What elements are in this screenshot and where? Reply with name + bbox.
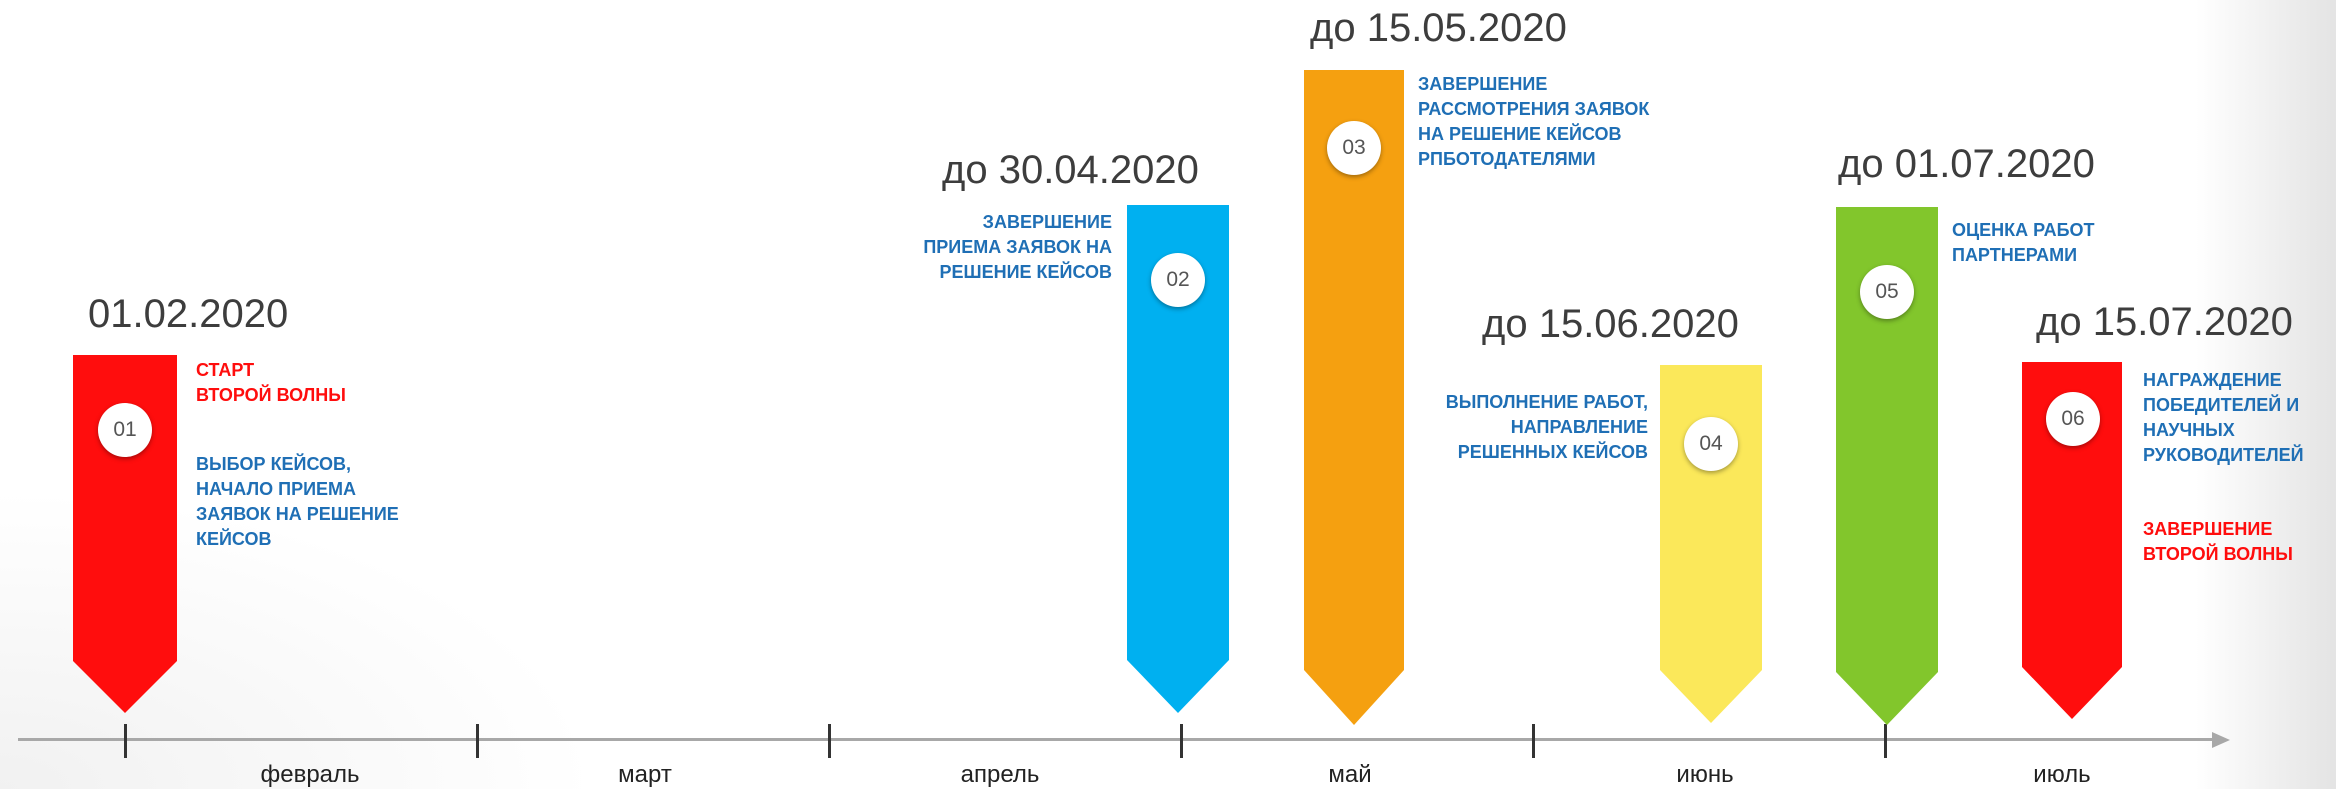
milestone-01-description: ВЫБОР КЕЙСОВ, НАЧАЛО ПРИЕМА ЗАЯВОК НА РЕ… bbox=[196, 454, 399, 549]
milestone-06-title: ЗАВЕРШЕНИЕ ВТОРОЙ ВОЛНЫ bbox=[2143, 519, 2293, 564]
milestone-05-arrow bbox=[1836, 207, 1938, 725]
milestone-03-arrow bbox=[1304, 70, 1404, 725]
month-label-april: апрель bbox=[960, 761, 1040, 788]
axis-tick bbox=[828, 724, 831, 758]
month-label-march: март bbox=[618, 761, 672, 788]
month-label-february: февраль bbox=[260, 761, 360, 788]
milestone-02-date: до 30.04.2020 bbox=[942, 148, 1199, 192]
milestone-03-description: ЗАВЕРШЕНИЕ РАССМОТРЕНИЯ ЗАЯВОК НА РЕШЕНИ… bbox=[1418, 74, 1650, 169]
axis-tick bbox=[476, 724, 479, 758]
milestone-06-arrow bbox=[2022, 362, 2122, 719]
timeline-arrow-icon bbox=[2212, 732, 2230, 748]
month-label-may: май bbox=[1328, 761, 1372, 788]
axis-tick bbox=[1532, 724, 1535, 758]
axis-tick bbox=[1180, 724, 1183, 758]
milestone-05-marker bbox=[1836, 207, 1938, 725]
milestone-04-description: ВЫПОЛНЕНИЕ РАБОТ, НАПРАВЛЕНИЕ РЕШЕННЫХ К… bbox=[1445, 392, 1648, 462]
milestone-04-badge: 04 bbox=[1684, 417, 1738, 471]
month-label-july: июль bbox=[2033, 761, 2091, 788]
milestone-01-arrow bbox=[73, 355, 177, 713]
milestone-02-marker bbox=[1127, 205, 1229, 713]
milestone-03-badge: 03 bbox=[1327, 121, 1381, 175]
milestone-03-marker bbox=[1304, 70, 1404, 725]
axis-tick bbox=[124, 724, 127, 758]
milestone-05-description: ОЦЕНКА РАБОТ ПАРТНЕРАМИ bbox=[1952, 220, 2095, 265]
milestone-01-marker bbox=[73, 355, 177, 713]
month-label-june: июнь bbox=[1676, 761, 1734, 788]
timeline-axis bbox=[18, 738, 2218, 741]
background-shade-right bbox=[2196, 0, 2336, 789]
milestone-01-badge: 01 bbox=[98, 403, 152, 457]
milestone-06-date: до 15.07.2020 bbox=[2036, 300, 2293, 344]
milestone-04-date: до 15.06.2020 bbox=[1482, 302, 1739, 346]
milestone-02-description: ЗАВЕРШЕНИЕ ПРИЕМА ЗАЯВОК НА РЕШЕНИЕ КЕЙС… bbox=[923, 212, 1112, 282]
milestone-06-description: НАГРАЖДЕНИЕ ПОБЕДИТЕЛЕЙ И НАУЧНЫХ РУКОВО… bbox=[2143, 370, 2304, 465]
milestone-05-date: до 01.07.2020 bbox=[1838, 142, 2095, 186]
axis-tick bbox=[1884, 724, 1887, 758]
milestone-02-arrow bbox=[1127, 205, 1229, 713]
milestone-03-date: до 15.05.2020 bbox=[1310, 6, 1567, 50]
milestone-02-badge: 02 bbox=[1151, 253, 1205, 307]
milestone-01-date: 01.02.2020 bbox=[88, 292, 289, 336]
milestone-05-badge: 05 bbox=[1860, 265, 1914, 319]
milestone-06-marker bbox=[2022, 362, 2122, 719]
milestone-06-badge: 06 bbox=[2046, 392, 2100, 446]
milestone-01-title: СТАРТ ВТОРОЙ ВОЛНЫ bbox=[196, 360, 346, 405]
